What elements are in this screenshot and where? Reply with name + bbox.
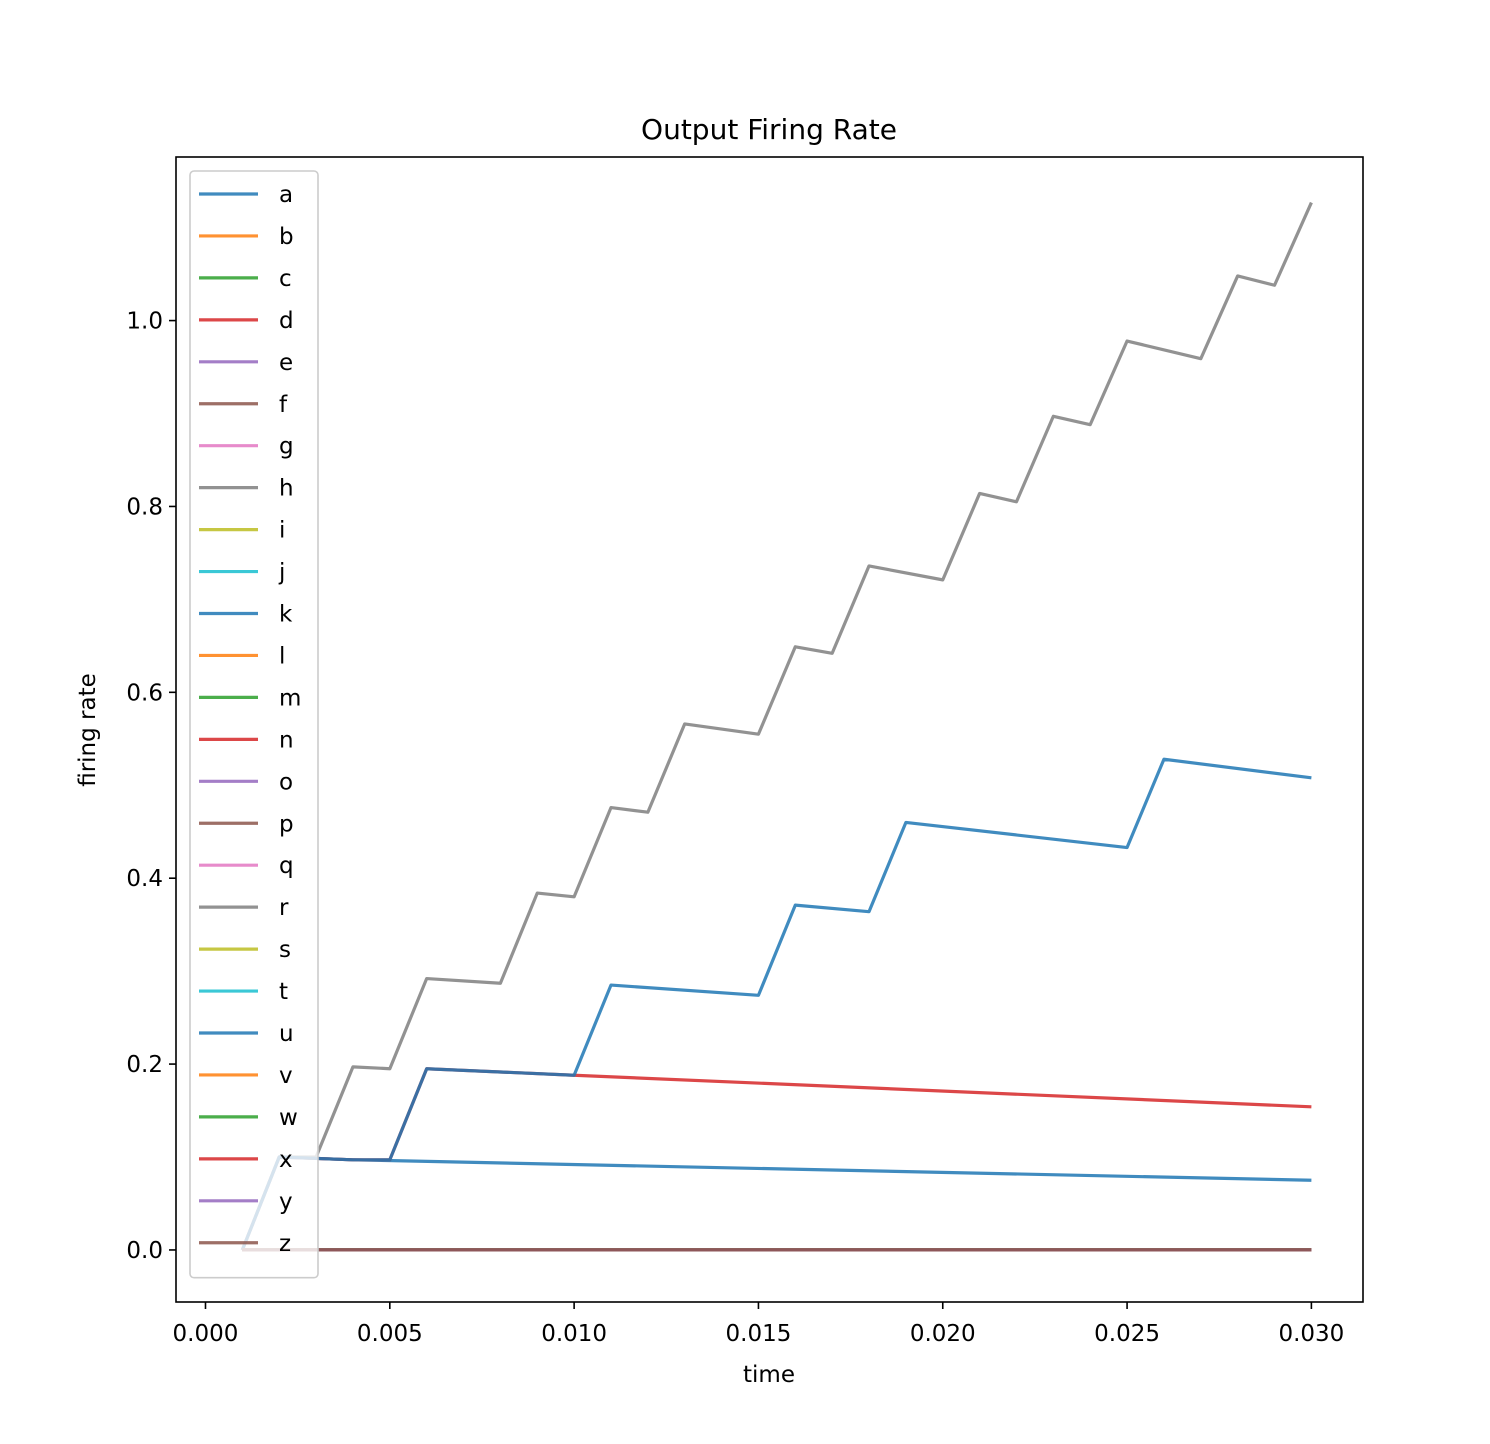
- legend-label-h: h: [279, 476, 294, 502]
- x-tick-label: 0.005: [357, 1321, 423, 1347]
- y-axis-label: firing rate: [75, 673, 101, 787]
- legend-label-r: r: [279, 895, 289, 921]
- x-tick-label: 0.030: [1278, 1321, 1344, 1347]
- legend-label-z: z: [279, 1231, 291, 1257]
- x-tick-label: 0.000: [173, 1321, 239, 1347]
- y-tick-label: 0.4: [126, 866, 163, 892]
- x-tick-label: 0.015: [726, 1321, 792, 1347]
- legend-label-y: y: [279, 1189, 293, 1215]
- legend-label-f: f: [279, 392, 288, 418]
- legend-label-b: b: [279, 224, 294, 250]
- legend-label-d: d: [279, 308, 294, 334]
- legend-label-w: w: [279, 1105, 298, 1131]
- y-tick-label: 1.0: [126, 309, 163, 335]
- legend-label-c: c: [279, 266, 292, 292]
- legend-label-k: k: [279, 602, 293, 628]
- x-tick-label: 0.025: [1094, 1321, 1160, 1347]
- y-tick-label: 0.0: [126, 1238, 163, 1264]
- legend-label-s: s: [279, 937, 291, 963]
- legend-frame: [189, 170, 319, 1279]
- legend-label-l: l: [279, 643, 285, 669]
- legend-label-e: e: [279, 350, 293, 376]
- x-tick-label: 0.010: [541, 1321, 607, 1347]
- legend-label-t: t: [279, 979, 288, 1005]
- legend-label-n: n: [279, 727, 294, 753]
- plot-frame: [175, 156, 1364, 1303]
- legend-label-u: u: [279, 1021, 294, 1047]
- y-tick-label: 0.8: [126, 494, 163, 520]
- y-axis-ticks: 0.0 0.2 0.4 0.6 0.8 1.0: [126, 309, 176, 1264]
- series-layer: [240, 201, 1313, 1252]
- x-tick-label: 0.020: [910, 1321, 976, 1347]
- x-axis-label: time: [743, 1362, 795, 1388]
- legend-label-v: v: [279, 1063, 293, 1089]
- x-axis-ticks: 0.000 0.005 0.010 0.015 0.020 0.025 0.030: [173, 1302, 1344, 1347]
- legend-label-j: j: [278, 560, 285, 586]
- series-line-k: [240, 757, 1312, 1251]
- legend-label-x: x: [279, 1147, 293, 1173]
- plot-area: [176, 157, 1363, 1302]
- legend-label-g: g: [279, 434, 294, 460]
- legend-label-q: q: [279, 853, 294, 879]
- series-line-h: [240, 201, 1313, 1251]
- legend-label-p: p: [279, 811, 294, 837]
- legend-label-m: m: [279, 685, 301, 711]
- chart-title: Output Firing Rate: [641, 113, 897, 146]
- legend-label-i: i: [279, 518, 285, 544]
- legend-label-a: a: [279, 182, 293, 208]
- y-tick-label: 0.6: [126, 680, 163, 706]
- y-tick-label: 0.2: [126, 1052, 163, 1078]
- legend-label-o: o: [279, 769, 293, 795]
